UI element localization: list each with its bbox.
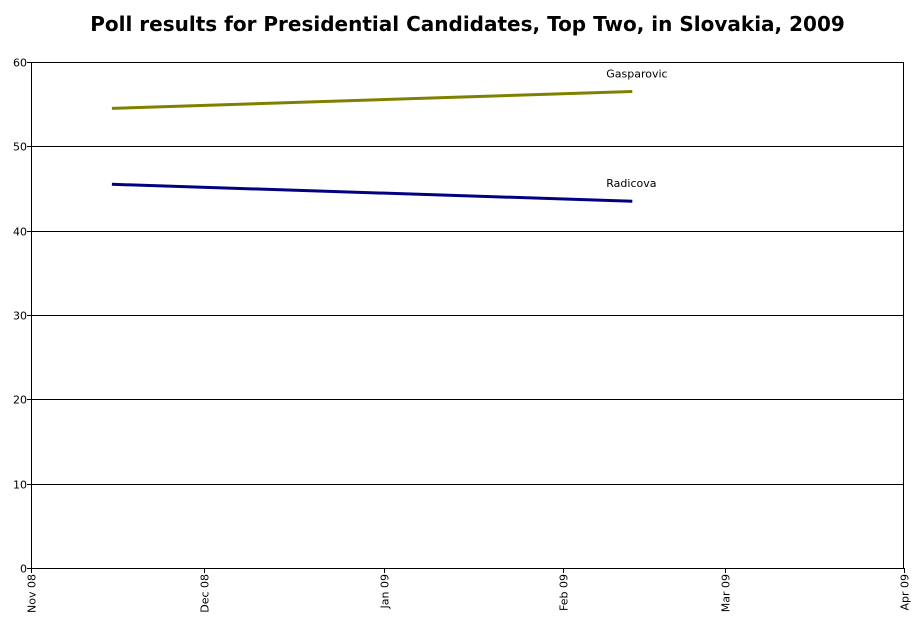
y-tick-label: 50 [13, 141, 27, 154]
axes [27, 62, 905, 573]
y-tick-label: 20 [13, 394, 27, 407]
series-line-gasparovic [111, 90, 633, 110]
series-label-gasparovic: Gasparovic [606, 68, 667, 81]
chart-title: Poll results for Presidential Candidates… [90, 12, 845, 36]
x-tick-label: Jan 09 [379, 574, 392, 609]
x-tick-label: Mar 09 [720, 574, 733, 612]
y-tick-label: 40 [13, 226, 27, 239]
y-tick-label: 60 [13, 57, 27, 70]
gridlines [31, 62, 904, 485]
labels: 0 10 20 30 40 50 60 Nov 08 Dec 08 Jan 09 Feb 09 Mar… [13, 57, 912, 613]
y-tick-label: 10 [13, 479, 27, 492]
x-tick-label: Apr 09 [899, 574, 912, 611]
series-label-radicova: Radicova [606, 177, 656, 190]
y-tick-label: 0 [20, 563, 27, 576]
series-lines [111, 90, 633, 203]
y-tick-label: 30 [13, 310, 27, 323]
x-tick-label: Nov 08 [26, 574, 39, 613]
x-tick-label: Dec 08 [199, 574, 212, 613]
series-line-radicova [111, 182, 633, 203]
x-tick-label: Feb 09 [558, 574, 571, 611]
